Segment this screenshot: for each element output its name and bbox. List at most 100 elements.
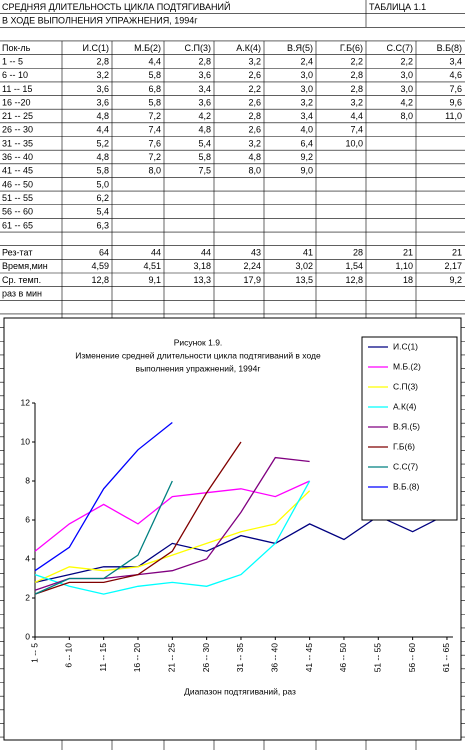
cell: 4,2 xyxy=(198,111,211,121)
row-label: 61 -- 65 xyxy=(2,220,33,230)
cell: 4,2 xyxy=(400,97,413,107)
row-label: 31 -- 35 xyxy=(2,138,33,148)
row-label: Ср. темп. xyxy=(2,275,41,285)
cell: 5,0 xyxy=(96,179,109,189)
cell: 3,02 xyxy=(295,261,313,271)
row-label: Пок-ль xyxy=(2,43,31,53)
cell: 1,10 xyxy=(395,261,413,271)
cell: 5,8 xyxy=(198,152,211,162)
cell: 11,0 xyxy=(445,111,462,121)
legend-label: А.К(4) xyxy=(393,401,417,411)
cell: 7,4 xyxy=(350,125,363,135)
cell: 3,2 xyxy=(248,56,261,66)
series-line xyxy=(34,441,242,595)
cell: 4,4 xyxy=(96,125,109,135)
row-label: 46 -- 50 xyxy=(2,179,33,189)
row-label: 51 -- 55 xyxy=(2,193,33,203)
cell: 28 xyxy=(353,248,363,258)
legend-label: В.Я.(5) xyxy=(393,421,420,431)
cell: 3,6 xyxy=(198,70,211,80)
cell: 2,4 xyxy=(300,56,313,66)
cell: 3,2 xyxy=(96,70,109,80)
table-title: СРЕДНЯЯ ДЛИТЕЛЬНОСТЬ ЦИКЛА ПОДТЯГИВАНИЙ xyxy=(2,1,230,12)
cell: 7,5 xyxy=(198,166,211,176)
cell: 4,59 xyxy=(91,261,109,271)
cell: 6,8 xyxy=(148,84,161,94)
legend-label: М.Б.(2) xyxy=(393,361,421,371)
cell: 4,51 xyxy=(143,261,161,271)
cell: 18 xyxy=(403,275,413,285)
legend-label: Г.Б(6) xyxy=(393,441,415,451)
cell: 4,8 xyxy=(96,111,109,121)
row-label: 41 -- 45 xyxy=(2,166,33,176)
x-tick-label: 51 -- 55 xyxy=(373,643,383,673)
cell: 4,0 xyxy=(300,125,313,135)
chart-title: Рисунок 1.9. xyxy=(174,337,223,347)
cell: 6,2 xyxy=(96,193,109,203)
cell: 3,0 xyxy=(300,70,313,80)
cell: С.С(7) xyxy=(387,43,414,53)
cell: 3,6 xyxy=(96,97,109,107)
y-tick-label: 6 xyxy=(25,514,30,524)
cell: 12,8 xyxy=(91,275,109,285)
cell: 8,0 xyxy=(148,166,161,176)
row-label: 21 -- 25 xyxy=(2,111,33,121)
y-tick-label: 2 xyxy=(25,592,30,602)
cell: 3,6 xyxy=(198,97,211,107)
cell: 3,0 xyxy=(300,84,313,94)
cell: 12,8 xyxy=(345,275,363,285)
cell: 9,0 xyxy=(300,166,313,176)
cell: 21 xyxy=(452,248,462,258)
series-line xyxy=(34,490,311,583)
cell: 5,2 xyxy=(96,138,109,148)
cell: 4,6 xyxy=(449,70,462,80)
x-tick-label: 11 -- 15 xyxy=(98,643,108,672)
cell: С.П(3) xyxy=(185,43,211,53)
cell: 17,9 xyxy=(243,275,261,285)
cell: 10,0 xyxy=(345,138,363,148)
cell: 3,4 xyxy=(449,56,462,66)
cell: 3,0 xyxy=(400,84,413,94)
cell: 3,0 xyxy=(400,70,413,80)
x-tick-label: 1 -- 5 xyxy=(29,643,39,663)
series-line xyxy=(34,480,310,552)
cell: 4,8 xyxy=(198,125,211,135)
cell: 3,6 xyxy=(96,84,109,94)
cell: 7,4 xyxy=(148,125,161,135)
cell: 2,2 xyxy=(248,84,261,94)
cell: 3,2 xyxy=(350,97,363,107)
y-tick-label: 12 xyxy=(21,397,31,407)
cell: 44 xyxy=(201,248,211,258)
row-label: Время,мин xyxy=(2,261,48,271)
cell: 6,3 xyxy=(96,220,109,230)
row-label: раз в мин xyxy=(2,289,42,299)
cell: 3,4 xyxy=(300,111,313,121)
series-line xyxy=(34,480,311,595)
series-line xyxy=(34,480,173,595)
cell: 2,8 xyxy=(248,111,261,121)
row-label: 16 --20 xyxy=(2,97,31,107)
cell: А.К(4) xyxy=(236,43,261,53)
x-tick-label: 41 -- 45 xyxy=(304,643,314,673)
row-label: 1 -- 5 xyxy=(2,56,23,66)
cell: И.С(1) xyxy=(83,43,109,53)
row-label: 56 -- 60 xyxy=(2,207,33,217)
x-tick-label: 61 -- 65 xyxy=(441,643,451,673)
cell: 43 xyxy=(251,248,261,258)
legend-label: И.С(1) xyxy=(393,341,418,351)
cell: 7,6 xyxy=(148,138,161,148)
cell: 2,24 xyxy=(243,261,261,271)
cell: 7,6 xyxy=(449,84,462,94)
cell: 5,8 xyxy=(96,166,109,176)
row-label: 26 -- 30 xyxy=(2,125,33,135)
cell: Г.Б(6) xyxy=(340,43,363,53)
cell: 2,6 xyxy=(248,97,261,107)
row-label: 36 -- 40 xyxy=(2,152,33,162)
legend-label: С.С(7) xyxy=(393,461,418,471)
x-tick-label: 26 -- 30 xyxy=(201,643,211,673)
cell: 9,2 xyxy=(449,275,462,285)
cell: 2,8 xyxy=(350,70,363,80)
x-tick-label: 46 -- 50 xyxy=(338,643,348,673)
cell: 6,4 xyxy=(300,138,313,148)
cell: 13,5 xyxy=(295,275,313,285)
